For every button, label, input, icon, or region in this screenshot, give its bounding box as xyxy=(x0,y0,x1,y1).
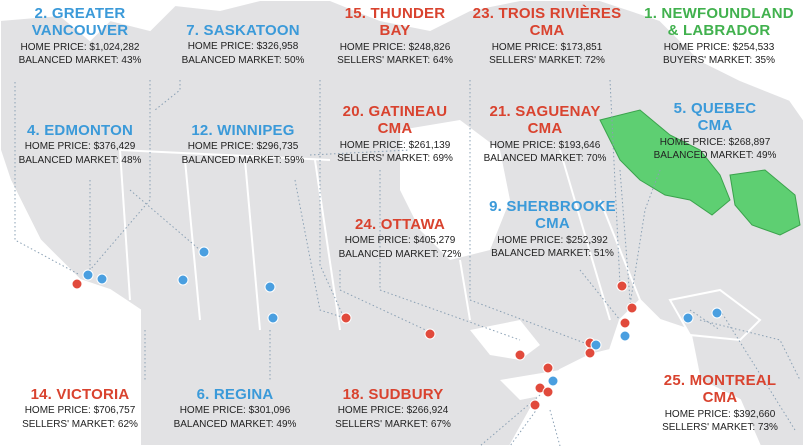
label-montreal: 25. MONTREAL CMA HOME PRICE: $392,660 SE… xyxy=(645,372,795,434)
market-status: BALANCED MARKET: 48% xyxy=(18,154,142,166)
city-title: 14. VICTORIA xyxy=(30,386,130,403)
blue-city-marker xyxy=(264,281,276,293)
city-title: 5. QUEBEC CMA xyxy=(673,100,757,135)
province-borders xyxy=(119,149,641,331)
label-quebec: 5. QUEBEC CMA HOME PRICE: $268,897 BALAN… xyxy=(640,100,790,162)
city-title: 1. NEWFOUNDLAND & LABRADOR xyxy=(644,5,794,40)
city-title: 15. THUNDER BAY xyxy=(344,5,446,40)
red-city-marker xyxy=(584,347,596,359)
home-price: HOME PRICE: $254,533 xyxy=(663,41,775,53)
market-status: BALANCED MARKET: 59% xyxy=(181,154,305,166)
home-price: HOME PRICE: $392,660 xyxy=(664,408,776,420)
home-price: HOME PRICE: $376,429 xyxy=(24,141,136,153)
blue-city-marker xyxy=(547,375,559,387)
city-title: 18. SUDBURY xyxy=(342,386,444,403)
city-title: 2. GREATER VANCOUVER xyxy=(31,5,129,40)
label-gatineau: 20. GATINEAU CMA HOME PRICE: $261,139 SE… xyxy=(320,103,470,165)
market-status: SELLERS' MARKET: 67% xyxy=(335,418,451,430)
home-price: HOME PRICE: $193,646 xyxy=(489,139,601,151)
red-city-marker xyxy=(529,399,541,411)
label-sherbrooke: 9. SHERBROOKE CMA HOME PRICE: $252,392 B… xyxy=(475,198,630,260)
blue-city-marker xyxy=(96,273,108,285)
red-city-marker xyxy=(514,349,526,361)
home-price: HOME PRICE: $268,897 xyxy=(659,136,771,148)
label-trois-rivieres: 23. TROIS RIVIÈRES CMA HOME PRICE: $173,… xyxy=(462,5,632,67)
red-city-marker xyxy=(424,328,436,340)
label-ottawa: 24. OTTAWA HOME PRICE: $405,279 BALANCED… xyxy=(320,216,480,260)
red-city-marker xyxy=(616,280,628,292)
hudson-bay xyxy=(400,120,510,260)
city-title: 21. SAGUENAY CMA xyxy=(489,103,601,138)
city-markers xyxy=(71,246,723,411)
label-regina: 6. REGINA HOME PRICE: $301,096 BALANCED … xyxy=(160,386,310,430)
city-title: 12. WINNIPEG xyxy=(191,122,295,139)
leader-lines xyxy=(14,79,801,446)
city-title: 20. GATINEAU CMA xyxy=(342,103,448,138)
red-city-marker xyxy=(626,302,638,314)
market-status: BALANCED MARKET: 70% xyxy=(483,153,607,164)
blue-city-marker xyxy=(711,307,723,319)
label-edmonton: 4. EDMONTON HOME PRICE: $376,429 BALANCE… xyxy=(5,122,155,166)
market-status: BALANCED MARKET: 50% xyxy=(181,54,305,66)
home-price: HOME PRICE: $266,924 xyxy=(337,405,449,417)
great-lakes xyxy=(470,320,540,360)
city-title: 23. TROIS RIVIÈRES CMA xyxy=(472,5,622,40)
market-status: BALANCED MARKET: 43% xyxy=(18,55,142,66)
city-title: 4. EDMONTON xyxy=(26,122,134,139)
city-title: 25. MONTREAL CMA xyxy=(663,372,777,407)
home-price: HOME PRICE: $706,757 xyxy=(24,405,136,417)
home-price: HOME PRICE: $261,139 xyxy=(339,139,451,151)
newfoundland-island xyxy=(729,169,801,236)
blue-city-marker xyxy=(682,312,694,324)
label-sudbury: 18. SUDBURY HOME PRICE: $266,924 SELLERS… xyxy=(318,386,468,430)
city-title: 7. SASKATOON xyxy=(186,22,300,39)
label-thunder-bay: 15. THUNDER BAY HOME PRICE: $248,826 SEL… xyxy=(320,5,470,67)
home-price: HOME PRICE: $173,851 xyxy=(491,41,603,53)
market-status: SELLERS' MARKET: 62% xyxy=(22,418,138,430)
blue-city-marker xyxy=(267,312,279,324)
home-price: HOME PRICE: $301,096 xyxy=(179,405,291,417)
home-price: HOME PRICE: $1,024,282 xyxy=(20,41,140,53)
red-city-marker xyxy=(340,312,352,324)
home-price: HOME PRICE: $326,958 xyxy=(187,41,299,53)
market-status: BUYERS' MARKET: 35% xyxy=(663,55,775,66)
blue-city-marker xyxy=(198,246,210,258)
home-price: HOME PRICE: $248,826 xyxy=(339,41,451,53)
red-city-marker xyxy=(542,362,554,374)
blue-city-marker xyxy=(177,274,189,286)
label-newfoundland: 1. NEWFOUNDLAND & LABRADOR HOME PRICE: $… xyxy=(634,5,804,67)
market-status: BALANCED MARKET: 49% xyxy=(173,418,297,430)
label-victoria: 14. VICTORIA HOME PRICE: $706,757 SELLER… xyxy=(5,386,155,430)
label-winnipeg: 12. WINNIPEG HOME PRICE: $296,735 BALANC… xyxy=(168,122,318,166)
city-title: 6. REGINA xyxy=(196,386,274,403)
label-greater-vancouver: 2. GREATER VANCOUVER HOME PRICE: $1,024,… xyxy=(5,5,155,67)
red-city-marker xyxy=(619,317,631,329)
blue-city-marker xyxy=(82,269,94,281)
label-saskatoon: 7. SASKATOON HOME PRICE: $326,958 BALANC… xyxy=(168,22,318,66)
home-price: HOME PRICE: $405,279 xyxy=(344,235,456,247)
market-status: SELLERS' MARKET: 64% xyxy=(337,55,453,66)
red-city-marker xyxy=(71,278,83,290)
home-price: HOME PRICE: $296,735 xyxy=(187,141,299,153)
market-status: SELLERS' MARKET: 73% xyxy=(662,422,778,433)
blue-city-marker xyxy=(590,339,602,351)
label-saguenay: 21. SAGUENAY CMA HOME PRICE: $193,646 BA… xyxy=(470,103,620,165)
market-status: BALANCED MARKET: 51% xyxy=(491,248,614,259)
market-status: SELLERS' MARKET: 69% xyxy=(337,153,453,164)
market-status: BALANCED MARKET: 49% xyxy=(653,150,777,161)
market-status: SELLERS' MARKET: 72% xyxy=(489,55,605,66)
city-title: 24. OTTAWA xyxy=(354,216,446,233)
blue-city-marker xyxy=(619,330,631,342)
city-title: 9. SHERBROOKE CMA xyxy=(489,198,616,233)
newfoundland-labrador-region xyxy=(599,109,731,216)
market-status: BALANCED MARKET: 72% xyxy=(338,248,462,260)
red-city-marker xyxy=(542,386,554,398)
home-price: HOME PRICE: $252,392 xyxy=(497,234,608,246)
